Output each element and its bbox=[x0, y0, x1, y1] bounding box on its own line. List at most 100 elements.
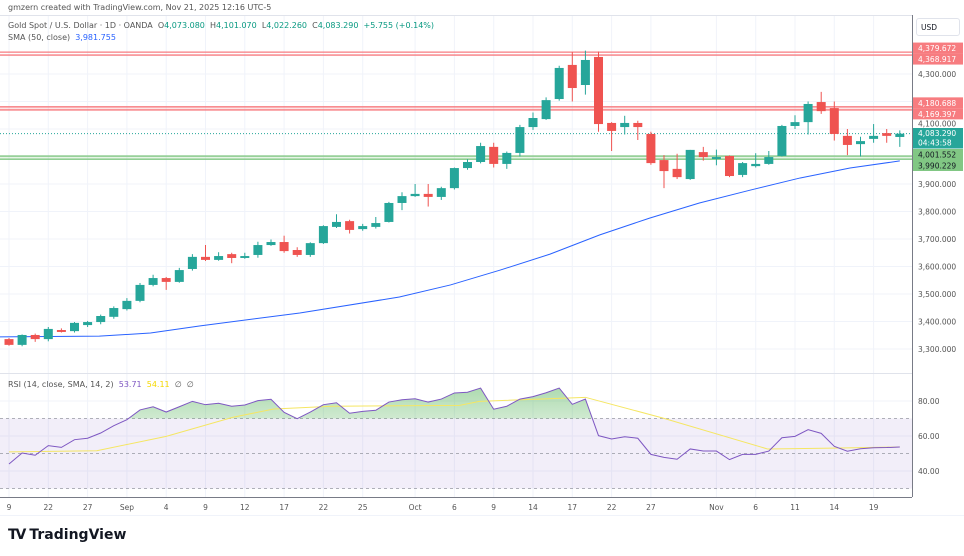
candle-down bbox=[725, 155, 734, 177]
time-tick-label: Sep bbox=[120, 503, 134, 512]
candle-up bbox=[43, 328, 53, 340]
high-value: 4,101.070 bbox=[216, 21, 257, 30]
symbol-title[interactable]: Gold Spot / U.S. Dollar · 1D · OANDA bbox=[8, 21, 153, 30]
ohlc-legend: Gold Spot / U.S. Dollar · 1D · OANDA O4,… bbox=[8, 21, 434, 30]
candle-up bbox=[135, 284, 145, 301]
candle-down bbox=[227, 254, 237, 258]
candle-up bbox=[397, 196, 407, 203]
candle-down bbox=[30, 334, 40, 340]
time-tick-label: 9 bbox=[203, 503, 208, 512]
rsi-lines bbox=[8, 387, 900, 465]
price-level-tag bbox=[913, 53, 963, 65]
candle-up bbox=[515, 127, 525, 153]
candle-down bbox=[698, 152, 708, 158]
sma-legend[interactable]: SMA (50, close) 3,981.755 bbox=[8, 33, 116, 42]
rsi-tick-label: 40.00 bbox=[918, 467, 940, 476]
rsi-line bbox=[8, 387, 900, 465]
change-value: +5.755 (+0.14%) bbox=[363, 21, 435, 30]
price-level-tag bbox=[913, 42, 963, 54]
sma-50-line bbox=[0, 160, 900, 338]
price-tick-label: 4,300.000 bbox=[918, 70, 956, 79]
open-value: 4,073.080 bbox=[164, 21, 205, 30]
sma-value: 3,981.755 bbox=[75, 33, 116, 42]
price-tick-label: 3,500.000 bbox=[918, 290, 956, 299]
price-level-tag bbox=[913, 149, 963, 160]
candle-down bbox=[279, 242, 289, 252]
time-tick-label: 22 bbox=[319, 503, 329, 512]
price-tick-label: 3,600.000 bbox=[918, 263, 956, 272]
time-tick-label: 6 bbox=[753, 503, 758, 512]
rsi-tick-label: 80.00 bbox=[918, 397, 940, 406]
candle-up bbox=[240, 256, 250, 258]
candle-up bbox=[502, 152, 512, 164]
candle-up bbox=[738, 163, 748, 175]
rsi-label: RSI (14, close, SMA, 14, 2) bbox=[8, 380, 114, 389]
resistance-zone bbox=[0, 106, 912, 110]
rsi-pane bbox=[0, 418, 912, 489]
candle-up bbox=[764, 157, 774, 164]
time-tick-label: 17 bbox=[279, 503, 289, 512]
price-axis-bg bbox=[912, 0, 964, 556]
candle-up bbox=[436, 188, 446, 197]
candle-up bbox=[790, 122, 800, 126]
attribution: gmzern created with TradingView.com, Nov… bbox=[8, 3, 272, 12]
candle-down bbox=[633, 122, 643, 128]
close-label: C bbox=[312, 21, 318, 30]
price-level-label: 4,379.672 bbox=[918, 44, 956, 53]
candle-up bbox=[685, 149, 695, 180]
candle-up bbox=[751, 163, 761, 167]
price-tick-label: 3,300.000 bbox=[918, 345, 956, 354]
price-level-label: 4,180.688 bbox=[918, 99, 956, 108]
currency-button[interactable]: USD bbox=[916, 18, 960, 36]
price-level-label: 4,001.552 bbox=[918, 151, 956, 160]
candle-up bbox=[187, 256, 197, 269]
high-label: H bbox=[209, 21, 216, 30]
tradingview-logo[interactable]: 𝗧𝗩 TradingView bbox=[8, 527, 126, 543]
support-zone bbox=[0, 156, 912, 160]
time-tick-label: 27 bbox=[646, 503, 656, 512]
price-tick-label: 3,400.000 bbox=[918, 318, 956, 327]
candle-down bbox=[842, 135, 852, 145]
candle-up bbox=[253, 245, 263, 255]
candle-down bbox=[646, 133, 656, 164]
time-tick-label: 6 bbox=[452, 503, 457, 512]
rsi-tick-label: 60.00 bbox=[918, 432, 940, 441]
low-label: L bbox=[261, 21, 267, 30]
time-tick-label: 11 bbox=[790, 503, 800, 512]
rsi-extra-1: ∅ bbox=[174, 380, 182, 389]
candle-down bbox=[882, 133, 892, 136]
rsi-value: 53.71 bbox=[118, 380, 142, 389]
candle-down bbox=[489, 146, 499, 164]
candle-up bbox=[895, 133, 905, 137]
candle-up bbox=[856, 141, 865, 145]
candle-up bbox=[620, 122, 630, 128]
last-price-tag bbox=[913, 128, 963, 149]
candle-down bbox=[292, 250, 302, 255]
candles bbox=[4, 50, 905, 347]
tradingview-logo-icon: 𝗧𝗩 bbox=[8, 527, 26, 543]
candle-up bbox=[214, 256, 224, 260]
time-tick-label: 9 bbox=[7, 503, 12, 512]
candle-up bbox=[554, 67, 564, 100]
time-tick-label: 14 bbox=[528, 503, 538, 512]
time-tick-label: 9 bbox=[491, 503, 496, 512]
open-label: O bbox=[157, 21, 165, 30]
price-tick-label: 3,900.000 bbox=[918, 180, 956, 189]
price-levels bbox=[0, 51, 912, 160]
candle-up bbox=[96, 316, 106, 323]
candle-up bbox=[174, 270, 184, 282]
candle-up bbox=[122, 300, 132, 310]
candle-up bbox=[70, 322, 79, 332]
candle-up bbox=[869, 135, 879, 139]
candle-down bbox=[4, 339, 14, 345]
candle-up bbox=[358, 226, 368, 230]
candle-up bbox=[541, 100, 551, 120]
time-tick-label: Oct bbox=[409, 503, 422, 512]
candle-up bbox=[318, 226, 328, 244]
candle-down bbox=[607, 122, 617, 131]
price-level-label: 4,368.917 bbox=[918, 55, 956, 64]
candle-down bbox=[423, 193, 433, 197]
rsi-legend[interactable]: RSI (14, close, SMA, 14, 2) 53.71 54.11 … bbox=[8, 380, 194, 389]
time-tick-label: 12 bbox=[240, 503, 250, 512]
